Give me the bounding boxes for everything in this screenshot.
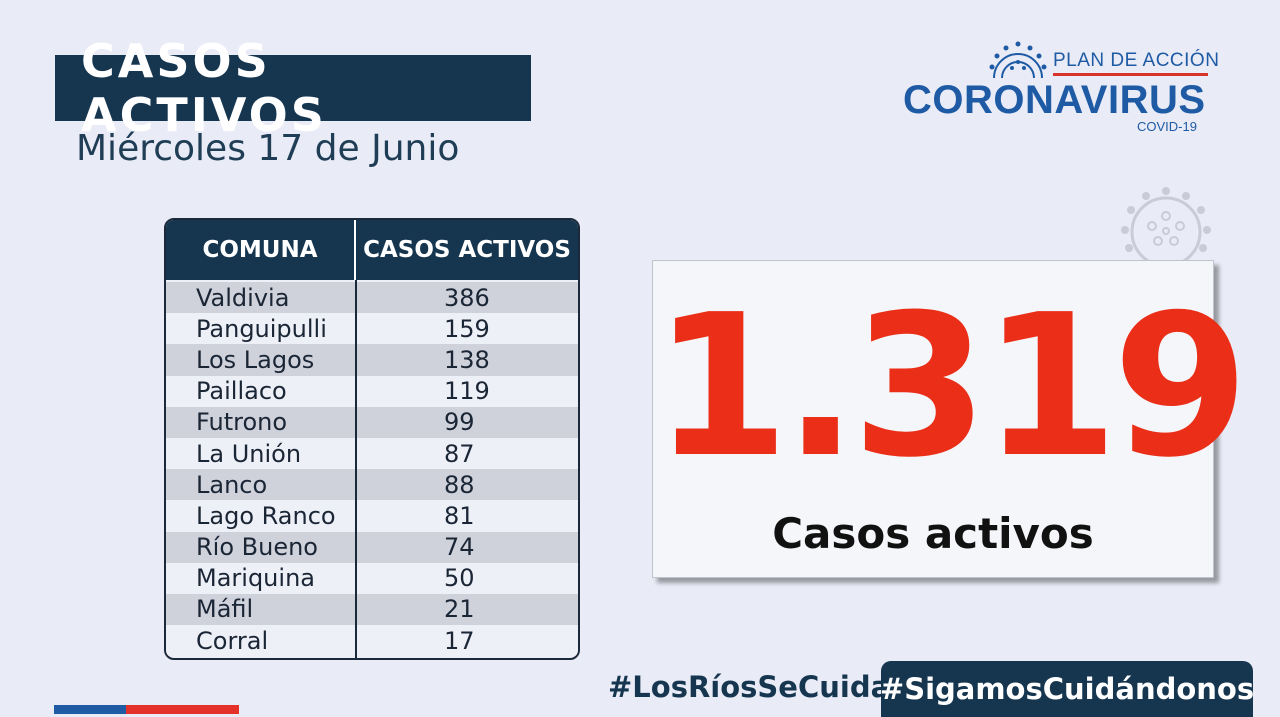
virus-icon <box>989 41 1047 79</box>
comuna-cell: Lanco <box>196 470 268 499</box>
table-row: La Unión 87 <box>166 437 578 470</box>
table-body: Valdivia 386 Panguipulli 159 Los Lagos 138 … <box>166 280 578 657</box>
cases-cell: 138 <box>444 345 490 374</box>
column-divider <box>355 280 357 658</box>
table-row: Máfil 21 <box>166 593 578 626</box>
logo-covid-text: COVID-19 <box>1137 119 1197 134</box>
table-row: Futrono 99 <box>166 406 578 438</box>
hashtag-los-rios: #LosRíosSeCuida <box>608 670 891 704</box>
comuna-cell: Los Lagos <box>196 345 315 374</box>
table-row: Río Bueno 74 <box>166 531 578 563</box>
logo-plan-text: PLAN DE ACCIÓN <box>1053 50 1220 71</box>
hashtag-banner: #SigamosCuidándonos <box>879 661 1255 717</box>
table-row: Valdivia 386 <box>166 282 578 314</box>
cases-cell: 21 <box>444 595 475 624</box>
table-row: Lago Ranco 81 <box>166 500 578 532</box>
coronavirus-logo: PLAN DE ACCIÓN CORONAVIRUS COVID-19 <box>900 40 1220 140</box>
comuna-cell: La Unión <box>196 439 302 468</box>
table-row: Paillaco 119 <box>166 375 578 407</box>
cases-cell: 50 <box>444 564 475 593</box>
comuna-cell: Panguipulli <box>196 314 327 343</box>
table-row: Corral 17 <box>166 625 578 657</box>
comuna-cell: Máfil <box>196 595 254 624</box>
table-row: Panguipulli 159 <box>166 313 578 345</box>
cases-cell: 159 <box>444 314 490 343</box>
comuna-cell: Corral <box>196 626 269 655</box>
cases-cell: 386 <box>444 283 490 312</box>
cases-cell: 119 <box>444 377 490 406</box>
table-header: COMUNA CASOS ACTIVOS <box>166 220 578 280</box>
comuna-cell: Futrono <box>196 408 288 437</box>
cases-cell: 88 <box>444 470 475 499</box>
logo-underline <box>1053 73 1208 76</box>
cases-cell: 74 <box>444 533 475 562</box>
column-header-casos: CASOS ACTIVOS <box>363 237 571 263</box>
comuna-cell: Río Bueno <box>196 533 318 562</box>
logo-coronavirus-text: CORONAVIRUS <box>903 78 1206 122</box>
table-row: Lanco 88 <box>166 469 578 501</box>
decorative-virus-icon <box>1121 187 1211 260</box>
date-subtitle: Miércoles 17 de Junio <box>76 128 460 169</box>
cases-cell: 81 <box>444 501 475 530</box>
table-row: Mariquina 50 <box>166 562 578 594</box>
flag-stripe-blue <box>54 705 126 714</box>
total-cases-card: 1.319 Casos activos <box>652 260 1249 578</box>
page-title: CASOS ACTIVOS <box>81 34 327 142</box>
cases-cell: 17 <box>444 626 475 655</box>
comuna-cell: Valdivia <box>196 283 290 312</box>
title-banner: CASOS ACTIVOS <box>55 34 531 142</box>
hashtag-sigamos: #SigamosCuidándonos <box>879 672 1255 706</box>
cases-cell: 99 <box>444 408 475 437</box>
total-cases-number: 1.319 <box>653 273 1249 501</box>
comuna-cell: Lago Ranco <box>196 501 336 530</box>
flag-stripe-red <box>126 705 239 714</box>
cases-table: COMUNA CASOS ACTIVOS Valdivia 386 Panguip… <box>164 218 580 660</box>
column-header-comuna: COMUNA <box>166 220 356 280</box>
comuna-cell: Paillaco <box>196 377 287 406</box>
table-row: Los Lagos 138 <box>166 344 578 376</box>
cases-cell: 87 <box>444 439 475 468</box>
total-cases-label: Casos activos <box>772 509 1094 558</box>
comuna-cell: Mariquina <box>196 564 315 593</box>
